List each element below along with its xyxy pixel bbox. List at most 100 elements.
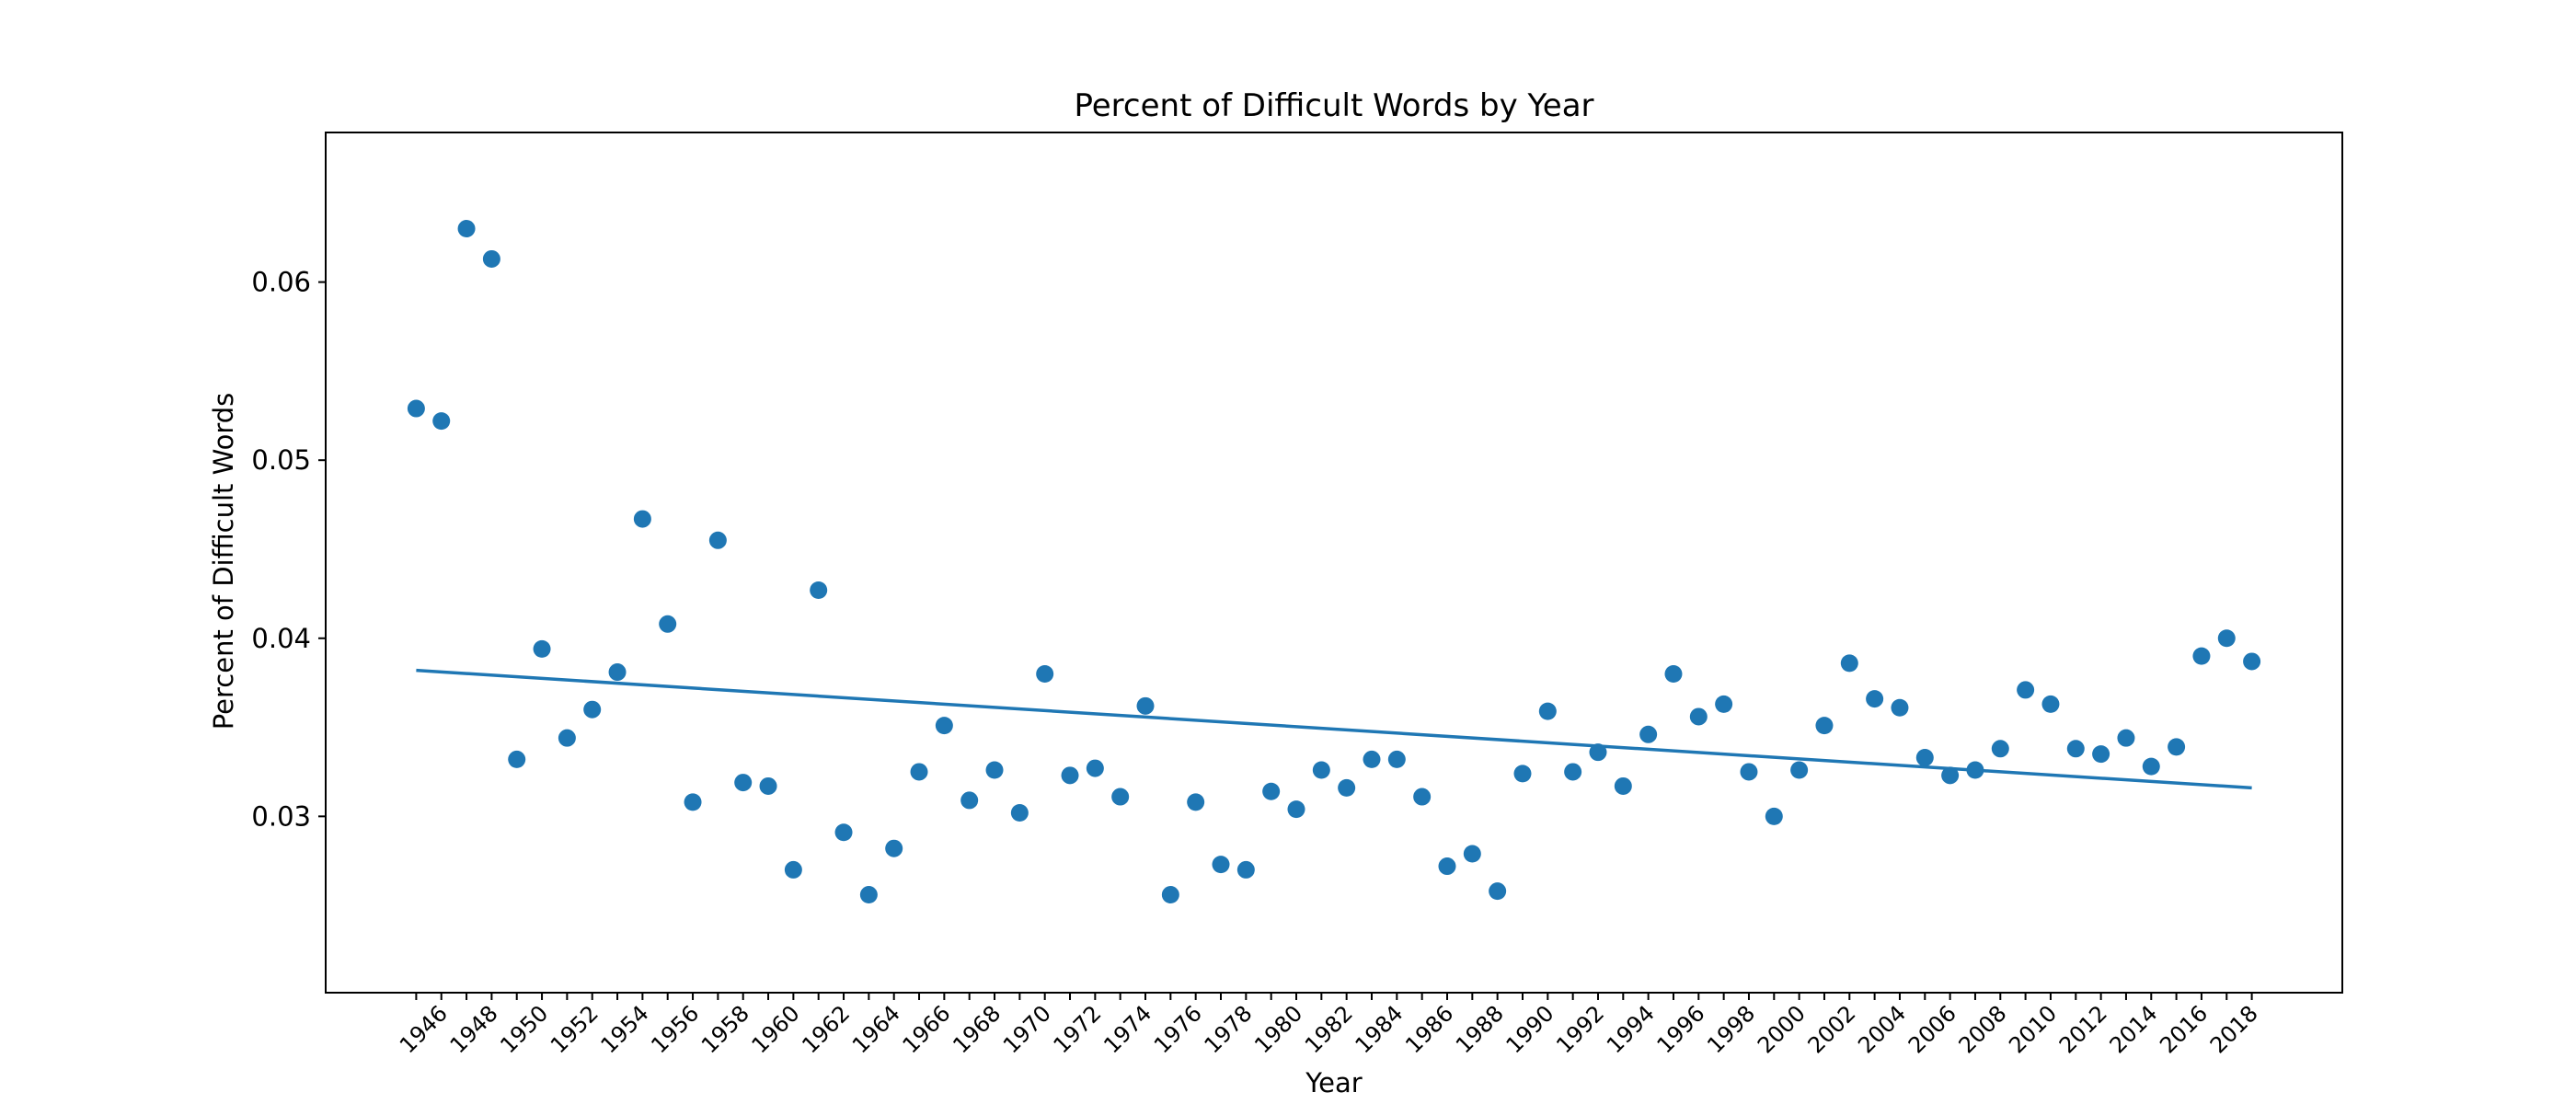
- data-point: [1187, 793, 1205, 811]
- x-tick-label: 1988: [1451, 1000, 1509, 1058]
- data-point: [1815, 717, 1834, 735]
- x-tick-label: 1948: [445, 1000, 503, 1058]
- x-tick-label: 1968: [948, 1000, 1006, 1058]
- x-tick-label: 1974: [1098, 1000, 1156, 1058]
- data-point: [1664, 664, 1683, 683]
- data-point: [1866, 690, 1884, 708]
- data-point: [885, 839, 903, 857]
- data-point: [2041, 695, 2060, 713]
- data-point: [734, 774, 753, 792]
- data-point: [457, 220, 476, 238]
- data-point: [834, 823, 853, 842]
- data-point: [2017, 681, 2035, 699]
- data-point: [2142, 757, 2160, 776]
- x-tick-label: 1964: [847, 1000, 905, 1058]
- x-tick-label: 1966: [898, 1000, 956, 1058]
- data-point: [1287, 800, 1305, 819]
- data-point: [960, 791, 979, 810]
- data-point: [2192, 647, 2211, 665]
- x-tick-label: 2002: [1803, 1000, 1861, 1058]
- x-tick-label: 1962: [797, 1000, 855, 1058]
- x-tick-label: 1996: [1652, 1000, 1710, 1058]
- data-point: [985, 761, 1004, 779]
- x-tick-label: 2008: [1954, 1000, 2012, 1058]
- x-tick-label: 1950: [495, 1000, 553, 1058]
- data-point: [1363, 750, 1381, 768]
- data-point: [2092, 745, 2110, 764]
- data-point: [533, 639, 551, 658]
- data-point: [708, 531, 727, 549]
- data-point: [1136, 696, 1155, 715]
- data-point: [2168, 738, 2186, 756]
- data-point: [1036, 664, 1054, 683]
- x-tick-label: 1952: [546, 1000, 604, 1058]
- plot-area: 0.03 0.04 0.05 0.06 194619481950195219541956…: [251, 220, 2263, 1058]
- x-tick-label: 1956: [646, 1000, 704, 1058]
- x-tick-label: 2010: [2004, 1000, 2062, 1058]
- x-tick-label: 1994: [1602, 1000, 1660, 1058]
- data-point: [2066, 740, 2085, 758]
- data-point: [2243, 652, 2261, 671]
- data-point: [1538, 702, 1557, 720]
- x-tick-label: 1990: [1501, 1000, 1559, 1058]
- data-point: [2117, 729, 2135, 747]
- data-point: [784, 860, 802, 879]
- data-point: [1614, 776, 1632, 795]
- y-tick-label: 0.03: [251, 800, 311, 832]
- data-point: [1513, 765, 1532, 783]
- data-point: [482, 249, 500, 268]
- x-tick-label: 1954: [596, 1000, 654, 1058]
- x-tick-label: 1984: [1351, 1000, 1409, 1058]
- data-point: [1463, 845, 1481, 863]
- data-point: [1915, 748, 1934, 766]
- x-tick-label: 1976: [1149, 1000, 1207, 1058]
- data-point: [1061, 766, 1079, 785]
- data-point: [608, 663, 627, 682]
- data-point: [859, 886, 878, 904]
- data-point: [1387, 750, 1406, 768]
- data-point: [1438, 857, 1456, 876]
- data-point: [508, 750, 526, 768]
- data-point: [1790, 761, 1809, 779]
- data-point: [2217, 629, 2236, 648]
- x-tick-label: 1946: [395, 1000, 453, 1058]
- data-point: [558, 729, 576, 747]
- data-point: [1262, 782, 1281, 800]
- data-point: [1689, 707, 1708, 726]
- data-point: [1639, 725, 1658, 743]
- data-point: [1564, 763, 1582, 781]
- data-point: [1111, 788, 1130, 806]
- data-point: [1489, 882, 1507, 901]
- data-point: [684, 793, 702, 811]
- data-point: [1413, 788, 1432, 806]
- y-tick-label: 0.04: [251, 623, 311, 654]
- data-point: [1338, 778, 1356, 797]
- chart-title: Percent of Difficult Words by Year: [1074, 87, 1593, 124]
- plot-frame: [325, 132, 2343, 994]
- x-tick-label: 2004: [1853, 1000, 1911, 1058]
- x-tick-label: 1980: [1249, 1000, 1307, 1058]
- x-tick-label: 1970: [998, 1000, 1056, 1058]
- data-point: [910, 763, 928, 781]
- x-tick-label: 1958: [696, 1000, 754, 1058]
- data-point: [1966, 761, 1984, 779]
- x-tick-label: 1992: [1551, 1000, 1609, 1058]
- x-tick-label: 1972: [1049, 1000, 1107, 1058]
- x-tick-label: 2006: [1903, 1000, 1961, 1058]
- x-tick-label: 2016: [2155, 1000, 2213, 1058]
- data-point: [1010, 803, 1029, 822]
- data-point: [633, 510, 651, 528]
- x-tick-label: 1960: [747, 1000, 805, 1058]
- x-tick-label: 1978: [1200, 1000, 1258, 1058]
- data-point: [1840, 654, 1858, 673]
- y-tick-label: 0.06: [251, 267, 311, 298]
- data-point: [935, 717, 953, 735]
- data-point: [1765, 807, 1783, 825]
- y-tick-label: 0.05: [251, 444, 311, 476]
- x-tick-label: 2000: [1753, 1000, 1811, 1058]
- data-point: [1991, 740, 2009, 758]
- x-tick-label: 1982: [1300, 1000, 1358, 1058]
- data-point: [1740, 763, 1758, 781]
